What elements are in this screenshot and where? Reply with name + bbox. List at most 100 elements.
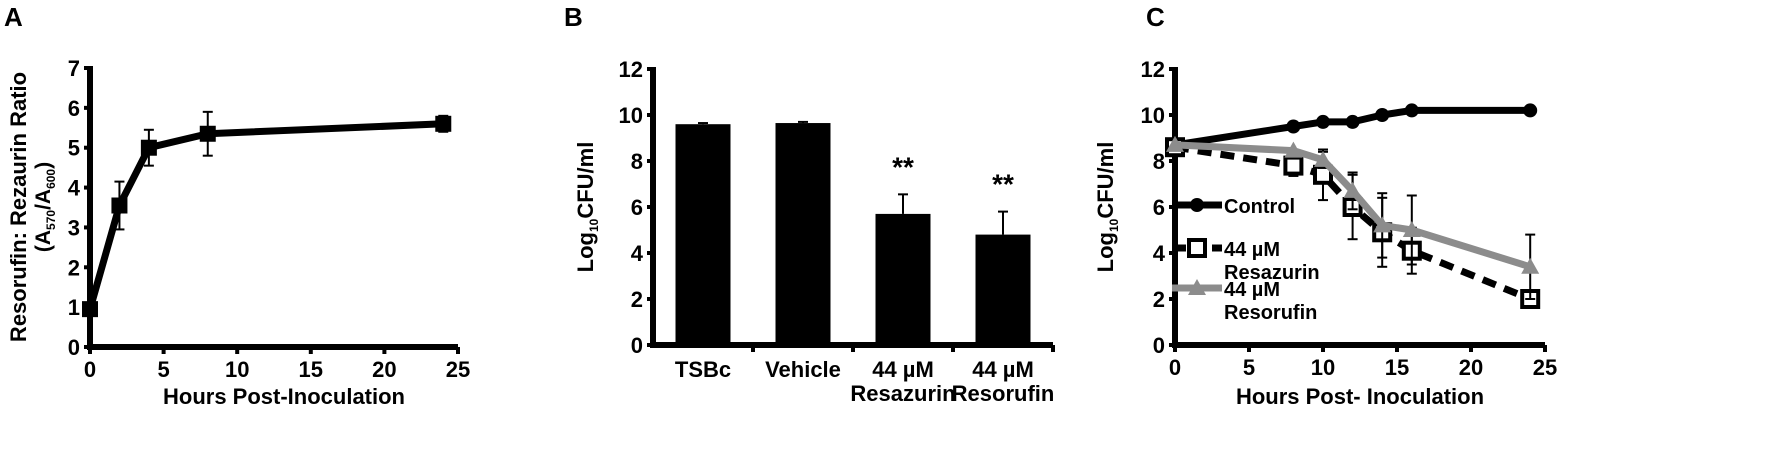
bar (775, 123, 831, 345)
square-marker (140, 139, 157, 156)
x-tick-label: 0 (84, 357, 96, 382)
y-tick-label: 0 (68, 335, 80, 360)
bar (675, 124, 731, 345)
y-tick-label: 8 (1153, 149, 1165, 174)
category-label: 44 µM (872, 357, 934, 382)
circle-marker (1375, 108, 1390, 122)
panel-a-plot (82, 110, 452, 318)
triangle-marker (1284, 141, 1303, 158)
x-tick-label: 10 (225, 357, 249, 382)
triangle-marker (1373, 216, 1392, 233)
triangle-marker (1188, 279, 1206, 295)
panel-a-ylabel-line1: Resorufin: Rezaurin Ratio (6, 72, 31, 342)
x-tick-label: 20 (372, 357, 396, 382)
y-tick-label: 2 (1153, 287, 1165, 312)
significance-marker: ** (992, 169, 1014, 200)
legend-label: Resazurin (1224, 262, 1320, 284)
y-tick-label: 6 (1153, 195, 1165, 220)
bar (875, 213, 931, 345)
panel-c-axes: 0 2 4 6 8 10 12 0 5 10 15 20 25 (1141, 57, 1558, 380)
square-marker (435, 115, 452, 132)
panel-a-xlabel: Hours Post-Inoculation (163, 384, 405, 409)
open-square-marker (1187, 238, 1207, 258)
circle-marker (1404, 103, 1419, 118)
x-tick-label: 5 (157, 357, 169, 382)
category-label: Vehicle (765, 357, 841, 382)
category-label: 44 µM (972, 357, 1034, 382)
x-tick-label: 20 (1459, 355, 1483, 380)
y-tick-label: 4 (631, 241, 644, 266)
x-tick-label: 5 (1243, 355, 1255, 380)
x-tick-label: 10 (1311, 355, 1335, 380)
y-tick-label: 2 (631, 287, 643, 312)
y-tick-label: 12 (1141, 57, 1165, 82)
category-label: Resorufin (952, 381, 1055, 406)
bar-vehicle: Vehicle (765, 120, 841, 382)
y-tick-label: 4 (1153, 241, 1166, 266)
circle-marker (1190, 198, 1204, 212)
panel-c-xlabel: Hours Post- Inoculation (1236, 384, 1484, 409)
y-tick-label: 4 (68, 176, 81, 201)
series-resorufin-resazurin-ratio (82, 110, 452, 318)
y-tick-label: 2 (68, 255, 80, 280)
panel-a-axes: 0 1 2 3 4 5 6 7 0 5 10 15 20 25 (68, 56, 470, 382)
x-tick-label: 15 (1385, 355, 1409, 380)
legend-label: Control (1224, 196, 1295, 218)
x-tick-label: 25 (446, 357, 470, 382)
legend-label: 44 µM (1224, 239, 1280, 261)
legend-label: 44 µM (1224, 279, 1280, 301)
y-tick-label: 6 (631, 195, 643, 220)
panel-c-plot (1165, 103, 1541, 309)
y-tick-label: 0 (631, 333, 643, 358)
svg-text:Log10CFU/ml: Log10CFU/ml (573, 142, 601, 273)
square-marker (199, 125, 216, 142)
legend-item: Control (1172, 196, 1295, 218)
panel-label-a: A (4, 2, 23, 32)
y-tick-label: 5 (68, 136, 80, 161)
panel-c-ylabel: Log10CFU/ml (1093, 142, 1121, 273)
significance-marker: ** (892, 151, 914, 182)
y-tick-label: 3 (68, 215, 80, 240)
panel-c: C Log10CFU/ml 0 2 4 6 8 10 12 0 5 10 15 20 25 Contro… (1093, 2, 1557, 409)
triangle-marker (1314, 150, 1332, 167)
y-tick-label: 10 (619, 103, 643, 128)
panel-label-b: B (564, 2, 583, 32)
legend-label: Resorufin (1224, 302, 1317, 324)
y-tick-label: 6 (68, 96, 80, 121)
x-tick-label: 15 (299, 357, 323, 382)
y-tick-label: 8 (631, 149, 643, 174)
y-tick-label: 7 (68, 56, 80, 81)
triangle-marker (1166, 135, 1184, 152)
panel-a-ylabel: Resorufin: Rezaurin Ratio (A570/A600) (6, 72, 58, 342)
square-marker (82, 301, 98, 318)
triangle-marker (1343, 181, 1362, 198)
y-tick-label: 12 (619, 57, 643, 82)
y-tick-label: 1 (68, 295, 80, 320)
x-tick-label: 0 (1169, 355, 1181, 380)
panel-b: B Log10CFU/ml 0 2 4 6 8 10 12 TSBc Vehicle ** 44 … (564, 2, 1055, 406)
circle-marker (1316, 114, 1330, 129)
open-square-marker (1283, 155, 1304, 176)
category-label: Resazurin (850, 381, 955, 406)
svg-text:Log10CFU/ml: Log10CFU/ml (1093, 142, 1121, 273)
triangle-marker (1521, 257, 1540, 274)
x-tick-label: 25 (1533, 355, 1557, 380)
y-tick-label: 0 (1153, 333, 1165, 358)
triangle-marker (1402, 221, 1421, 237)
category-label: TSBc (675, 357, 731, 382)
panel-label-c: C (1146, 2, 1165, 32)
circle-marker (1523, 103, 1538, 118)
panel-a: A Resorufin: Rezaurin Ratio (A570/A600) … (4, 2, 470, 409)
square-marker (111, 197, 128, 214)
circle-marker (1345, 114, 1360, 129)
bar (975, 234, 1031, 345)
bar-tsbc: TSBc (675, 122, 731, 382)
series-44-m-resazurin (1165, 137, 1541, 309)
